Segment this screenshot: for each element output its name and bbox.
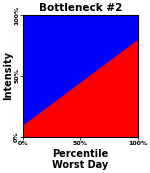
Title: Bottleneck #2: Bottleneck #2 [39,3,122,13]
X-axis label: Percentile
Worst Day: Percentile Worst Day [52,149,109,170]
Y-axis label: Intensity: Intensity [3,51,13,100]
Polygon shape [23,15,138,125]
